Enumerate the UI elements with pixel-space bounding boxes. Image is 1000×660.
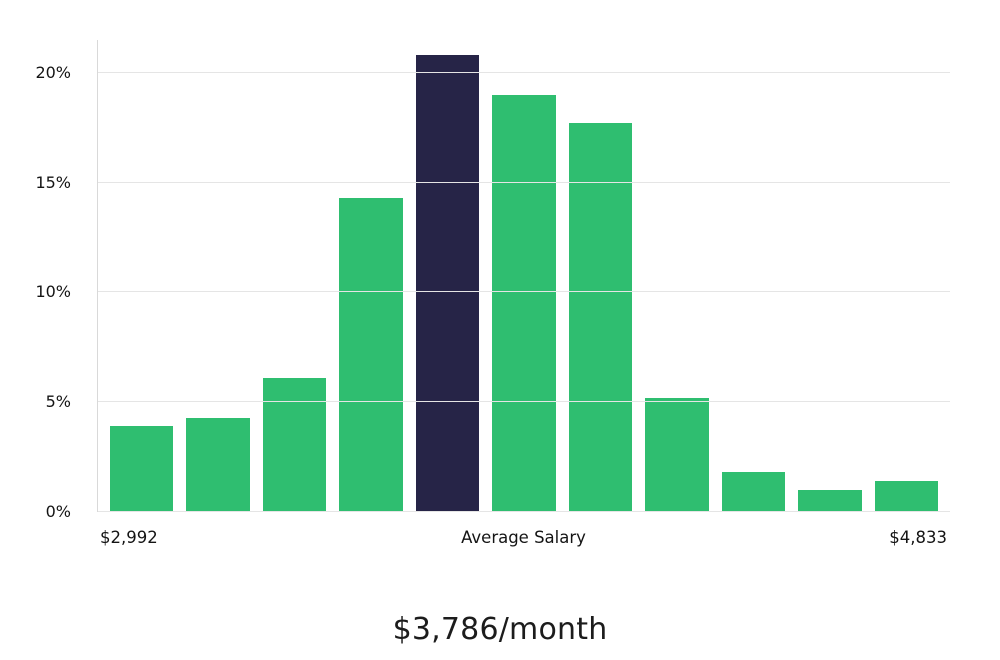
- x-label-average-salary: Average Salary: [461, 528, 586, 547]
- salary-histogram-plot-area: [97, 40, 950, 512]
- average-salary-title: $3,786/month: [392, 612, 608, 647]
- gridline: [98, 181, 950, 183]
- bar: [339, 198, 403, 512]
- x-label-min-salary: $2,992: [100, 528, 158, 547]
- gridline: [98, 401, 950, 403]
- y-axis-labels: 0% 5% 10% 15% 20%: [0, 40, 83, 520]
- y-tick-label: 20%: [35, 62, 71, 82]
- bar: [262, 378, 327, 512]
- bar: [645, 397, 709, 512]
- y-tick-label: 0%: [45, 502, 71, 521]
- bars-container: [98, 40, 950, 512]
- bar: [110, 426, 174, 512]
- bar: [568, 123, 633, 512]
- bar: [186, 417, 250, 512]
- bar-highlight-average: [415, 55, 480, 512]
- bar: [798, 490, 862, 512]
- gridline: [98, 71, 950, 73]
- bar: [492, 94, 556, 512]
- gridline: [98, 511, 950, 512]
- x-label-max-salary: $4,833: [889, 528, 947, 547]
- bar: [721, 472, 786, 512]
- x-axis-labels: $2,992 Average Salary $4,833: [97, 528, 950, 547]
- gridline: [98, 291, 950, 293]
- bar: [874, 481, 938, 512]
- y-tick-label: 5%: [45, 392, 71, 412]
- y-tick-label: 15%: [35, 172, 71, 192]
- y-tick-label: 10%: [35, 282, 71, 302]
